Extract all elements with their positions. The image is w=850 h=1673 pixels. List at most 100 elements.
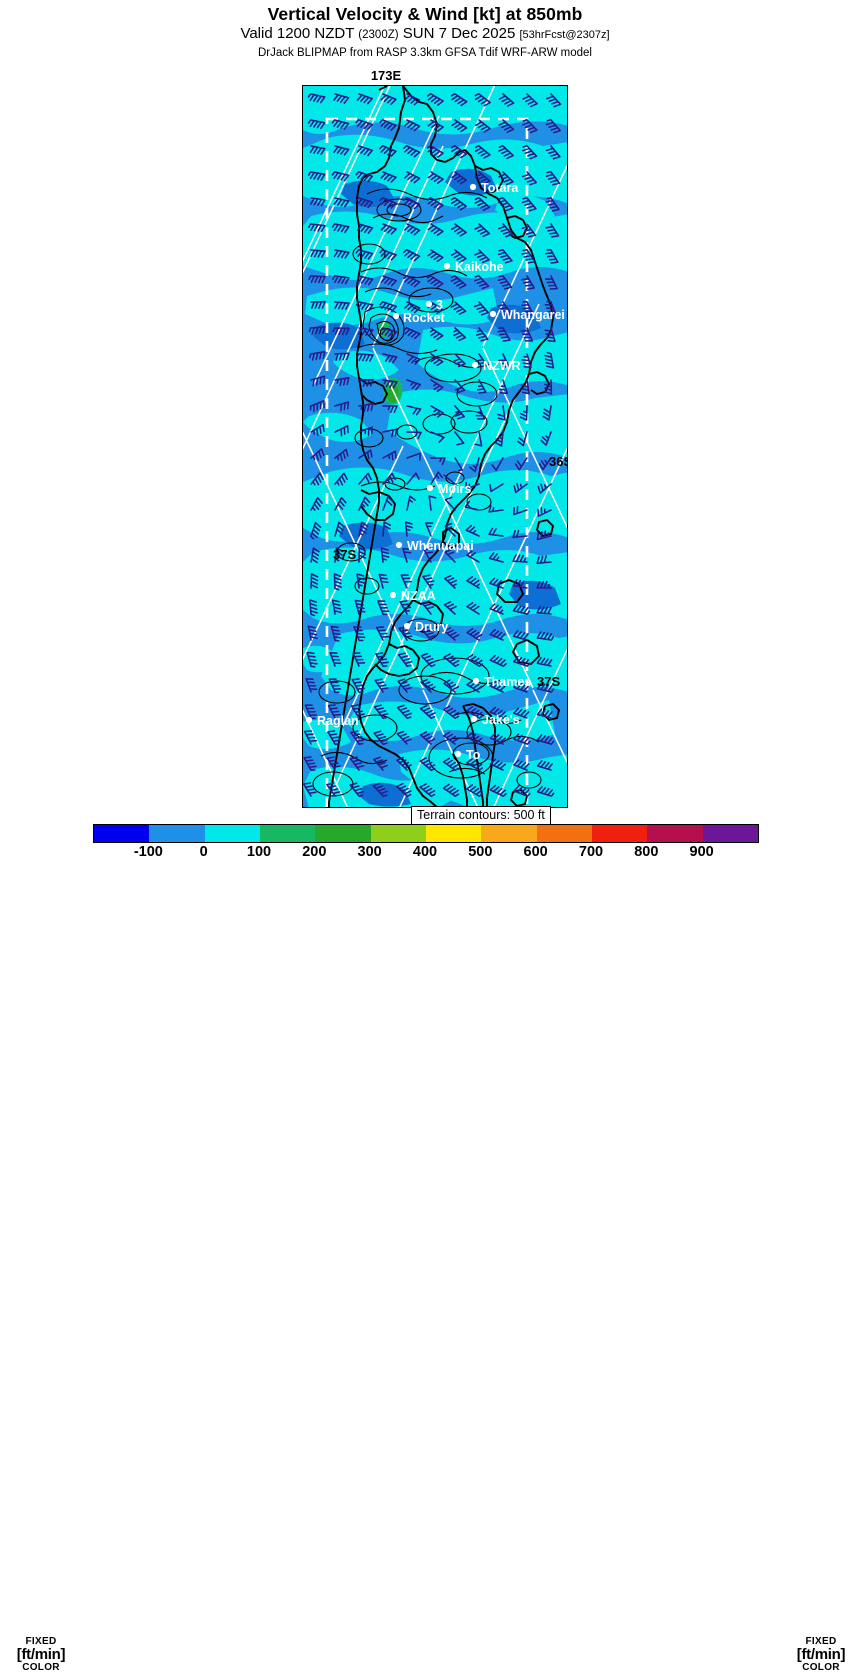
wind-barb [513,707,530,719]
wind-barb [430,353,444,367]
wind-barb [475,353,488,368]
station-label-kaikohe: Kaikohe [455,260,504,274]
station-dot-raglan[interactable] [305,716,313,724]
wind-barb [450,223,467,237]
wind-barb [334,521,345,537]
colorbar-swatch-9 [591,825,648,842]
wind-barb [356,145,374,157]
colorbar-units-right: FIXED [ft/min] COLOR [782,1637,850,1673]
station-dot-totara[interactable] [469,183,477,191]
wind-barb [474,119,491,133]
station-label-3: 3 [436,298,443,312]
wind-barb [373,756,389,771]
wind-barb [498,93,515,107]
wind-barb [427,171,444,184]
wind-barb [430,431,445,443]
wind-barb [308,223,326,233]
station-label-nzaa: NZAA [401,589,436,603]
station-dot-kaikohe[interactable] [443,262,451,270]
graticule-label-37s-558: 37S [333,547,356,562]
wind-barb [382,450,397,461]
wind-barb [331,171,350,182]
wind-barb [309,399,325,413]
wind-barb [375,652,389,668]
wind-barb [545,145,561,160]
station-dot-rocket[interactable] [392,312,400,320]
graticule-label-173e-78: 173E [370,68,402,83]
wind-barbs [303,93,562,798]
wind-barb [474,249,490,264]
wind-barb [494,431,504,447]
wind-barb [452,353,466,368]
wind-barb [382,521,391,537]
wind-barb [334,472,348,486]
station-dot-whenuapai[interactable] [395,541,403,549]
wind-barb [406,472,420,485]
wind-barb [379,145,397,157]
station-dot-drury[interactable] [403,622,411,630]
wind-barb [474,144,491,159]
wind-barb [512,630,529,641]
wind-barb [355,119,374,131]
wind-barb [406,405,422,416]
wind-barb [536,580,552,589]
wind-barb [466,732,483,745]
wind-barb [465,524,480,537]
wind-barb [443,627,460,641]
wind-barb [454,405,465,420]
station-dot-jake-s[interactable] [470,715,478,723]
wind-barb [536,760,553,771]
valid-utc: (2300Z) [358,29,399,41]
wind-barb [497,301,512,316]
graticule-label-37s-685: 37S [537,674,560,689]
color-label-left: COLOR [22,1662,60,1673]
colorbar-gradient[interactable] [93,824,759,843]
station-dot-moirs[interactable] [426,484,434,492]
wind-barb [420,652,436,668]
wind-barb [466,784,484,797]
station-dot-thames[interactable] [472,677,480,685]
colorbar-swatch-6 [425,825,482,842]
wind-barb [310,521,322,540]
colorbar-tick--100: -100 [133,844,163,860]
wind-barb [544,352,555,369]
wind-barb [327,704,341,719]
wind-barb [522,93,538,108]
wind-barb [489,732,506,745]
colorbar-tick-200: 200 [302,844,327,860]
station-dot-nzaa[interactable] [389,591,397,599]
wind-barb [424,522,434,537]
wind-barb [377,600,390,616]
wind-barb [419,757,436,772]
wind-barb [350,730,365,746]
colorbar-tick-0: 0 [199,844,208,860]
wind-barb [310,300,326,309]
wind-barb [521,248,536,264]
units-label-left: [ft/min] [16,1646,66,1663]
wind-barb [402,547,412,563]
wind-barb [545,118,561,134]
wind-barb [522,118,538,134]
wind-barb [513,482,528,494]
station-label-nzwr: NZWR [483,359,521,373]
wind-barb [358,378,374,387]
wind-barb [428,495,437,511]
wind-barb [454,457,464,472]
station-dot-to[interactable] [454,750,462,758]
valid-date: SUN 7 Dec 2025 [402,25,516,42]
wind-barb [382,379,398,389]
wind-barb [513,505,528,516]
wind-barb [358,472,372,485]
wind-barb [514,457,528,471]
wind-barb [382,405,398,413]
wind-barb [540,431,552,446]
wind-barb [521,171,537,186]
station-dot-whangarei[interactable] [489,310,497,318]
wind-barb [334,448,349,462]
station-dot-3[interactable] [425,300,433,308]
colorbar-swatch-10 [647,825,703,842]
station-dot-nzwr[interactable] [471,361,479,369]
wind-barb [466,706,484,719]
forecast-map[interactable]: Totara Kaikohe 3 Rocket Whangarei NZWR Moirs Wh… [302,85,568,808]
